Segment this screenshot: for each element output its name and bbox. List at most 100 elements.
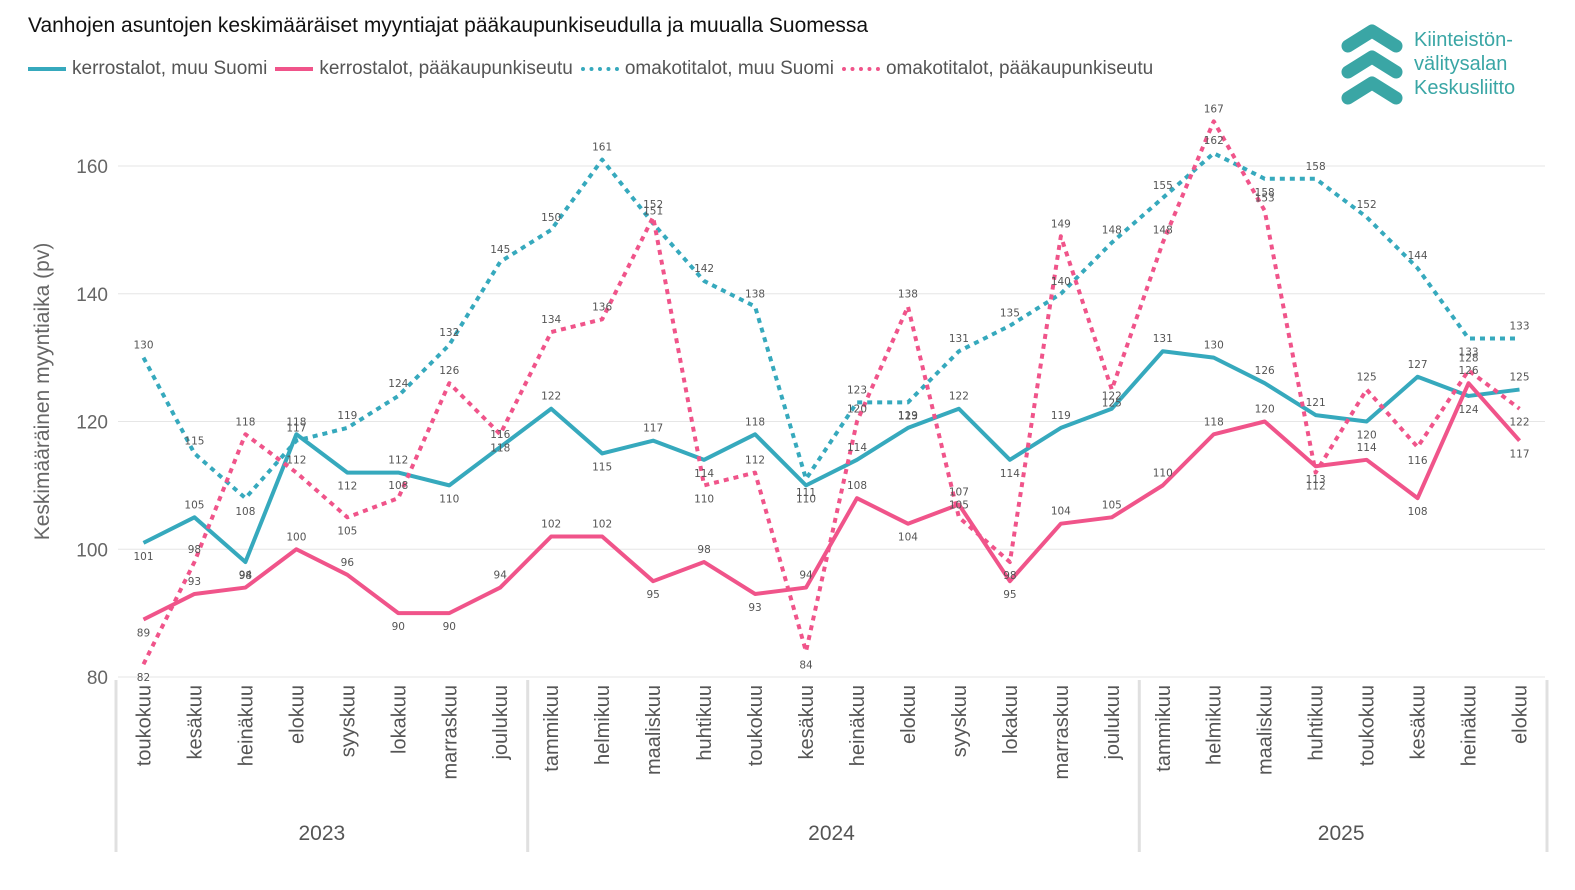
x-tick-label: kesäkuu [1408, 685, 1430, 760]
data-label: 112 [337, 481, 357, 493]
data-label: 131 [949, 333, 969, 345]
y-tick-label: 120 [76, 413, 108, 434]
x-tick-label: joulukuu [1102, 685, 1124, 761]
data-label: 104 [898, 532, 918, 544]
data-label: 167 [1204, 103, 1224, 115]
x-tick-label: kesäkuu [184, 685, 206, 760]
x-tick-label: elokuu [1510, 685, 1532, 744]
data-label: 128 [1459, 352, 1479, 364]
x-tick-label: joulukuu [490, 685, 512, 761]
x-tick-label: kesäkuu [796, 685, 818, 760]
x-tick-label: helmikuu [1204, 685, 1226, 765]
data-label: 133 [1459, 346, 1479, 358]
x-tick-label: helmikuu [592, 685, 614, 765]
legend-swatch-solid-teal [28, 67, 66, 71]
data-label: 138 [898, 289, 918, 301]
series-line-4 [141, 119, 1521, 666]
x-tick-label: huhtikuu [694, 685, 716, 761]
data-label: 108 [235, 506, 255, 518]
data-label: 122 [541, 391, 561, 403]
data-label: 117 [1509, 449, 1529, 461]
data-label: 144 [1408, 250, 1428, 262]
x-tick-label: marraskuu [1051, 685, 1073, 779]
data-label: 124 [388, 378, 408, 390]
data-label: 82 [137, 672, 150, 684]
data-label: 101 [133, 551, 153, 563]
x-tick-label: heinäkuu [235, 685, 257, 766]
data-label: 127 [1408, 359, 1428, 371]
legend-swatch-dashed-pink [841, 67, 880, 71]
logo-line: Kiinteistön- [1414, 29, 1513, 51]
data-label: 150 [541, 212, 561, 224]
year-label: 2024 [808, 822, 855, 845]
data-label: 98 [239, 570, 252, 582]
data-label: 119 [898, 410, 918, 422]
data-label: 112 [745, 455, 765, 467]
data-label: 125 [1357, 372, 1377, 384]
data-label: 121 [1306, 397, 1326, 409]
data-label: 155 [1153, 180, 1173, 192]
data-label: 124 [1459, 404, 1479, 416]
data-label: 94 [494, 570, 508, 582]
data-label: 114 [1000, 468, 1020, 480]
data-label: 148 [1102, 225, 1122, 237]
data-label: 161 [592, 142, 612, 154]
legend-item[interactable]: omakotitalot, muu Suomi [580, 58, 834, 80]
data-label: 116 [1408, 455, 1428, 467]
data-label: 98 [1003, 570, 1016, 582]
data-label: 96 [341, 557, 355, 569]
data-label: 145 [490, 244, 510, 256]
series-line-1 [142, 349, 1520, 565]
data-label: 118 [286, 416, 306, 428]
x-tick-label: tammikuu [541, 685, 563, 772]
legend-label: kerrostalot, muu Suomi [72, 58, 268, 79]
data-label: 119 [1051, 410, 1071, 422]
data-label: 108 [388, 480, 408, 492]
data-label: 158 [1255, 187, 1275, 199]
chart-title: Vanhojen asuntojen keskimääräiset myynti… [28, 14, 869, 37]
data-label: 123 [847, 384, 867, 396]
data-label: 149 [1051, 218, 1071, 230]
data-label: 119 [337, 410, 357, 422]
data-label: 125 [1102, 398, 1122, 410]
kvkl-logo: Kiinteistön- välitysalan Keskusliitto [1340, 22, 1515, 106]
x-tick-label: lokakuu [388, 685, 410, 754]
x-tick-label: huhtikuu [1306, 685, 1328, 761]
data-label: 153 [1255, 193, 1275, 205]
year-label: 2025 [1318, 822, 1365, 845]
data-label: 112 [286, 455, 306, 467]
data-label: 130 [133, 340, 153, 352]
logo-line: välitysalan [1414, 53, 1508, 75]
y-tick-label: 160 [76, 157, 108, 178]
data-label: 158 [1306, 161, 1326, 173]
data-label: 102 [592, 518, 612, 530]
data-label: 110 [694, 493, 714, 505]
data-label: 117 [643, 423, 663, 435]
data-label: 138 [745, 289, 765, 301]
legend-item[interactable]: kerrostalot, muu Suomi [28, 58, 267, 80]
data-label: 105 [337, 525, 357, 537]
data-label: 107 [949, 487, 969, 499]
data-label: 135 [1000, 308, 1020, 320]
series-line-2 [142, 381, 1522, 622]
x-tick-label: elokuu [898, 685, 920, 744]
x-tick-label: toukokuu [133, 685, 155, 766]
data-label: 105 [1102, 499, 1122, 511]
y-axis-label: Keskimääräinen myyntiaika (pv) [31, 243, 54, 541]
legend-item[interactable]: omakotitalot, pääkaupunkiseutu [841, 58, 1153, 80]
data-label: 98 [188, 544, 201, 556]
legend-swatch-solid-pink [275, 67, 314, 71]
data-label: 162 [1204, 135, 1224, 147]
legend-label: omakotitalot, muu Suomi [624, 58, 834, 79]
x-tick-label: elokuu [286, 685, 308, 744]
x-tick-label: maaliskuu [643, 685, 665, 775]
data-label: 114 [1357, 442, 1377, 454]
data-label: 115 [592, 461, 612, 473]
y-tick-label: 100 [76, 540, 108, 561]
y-tick-label: 140 [76, 285, 108, 306]
x-tick-label: syyskuu [337, 685, 359, 757]
data-label: 130 [1204, 340, 1224, 352]
legend-item[interactable]: kerrostalot, pääkaupunkiseutu [275, 58, 573, 80]
data-label: 148 [1153, 225, 1173, 237]
data-label: 152 [1357, 199, 1377, 211]
